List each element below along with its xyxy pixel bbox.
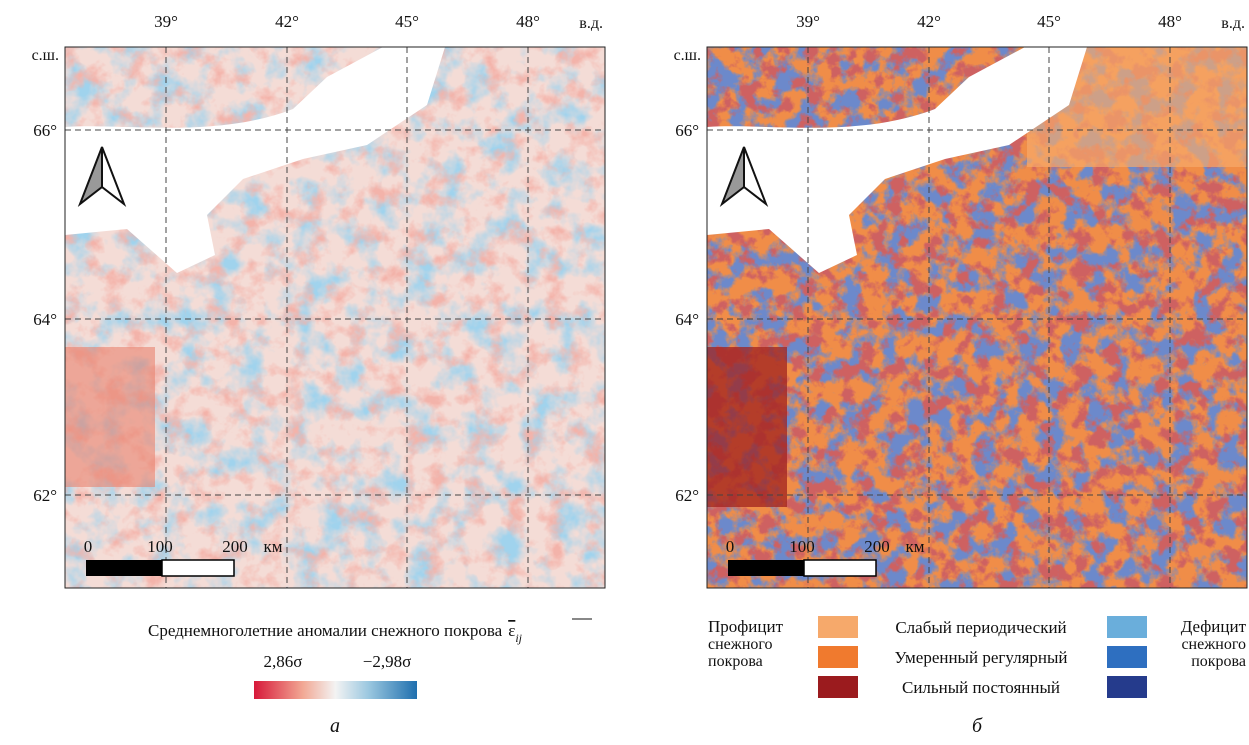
scale-label: 100: [789, 537, 815, 556]
map: [707, 47, 1247, 588]
lon-label: 42°: [275, 12, 299, 31]
scale-label: 100: [147, 537, 173, 556]
panel-label: б: [972, 715, 983, 737]
colorbar-label: −2,98σ: [363, 652, 412, 671]
lat-label: 64°: [675, 310, 699, 329]
legend-group-line: Дефицит: [1181, 617, 1247, 636]
map: [65, 47, 605, 588]
panel-label: а: [330, 715, 340, 737]
colorbar-title: Среднемноголетние аномалии снежного покр…: [148, 621, 523, 645]
scale-bar: [162, 560, 234, 576]
legend-swatch: [1107, 616, 1147, 638]
lat-label: 66°: [675, 121, 699, 140]
lon-label: 48°: [516, 12, 540, 31]
scale-label: 0: [84, 537, 93, 556]
lat-label: 66°: [33, 121, 57, 140]
legend-swatch: [818, 646, 858, 668]
legend-group-line: покрова: [708, 653, 763, 670]
legend-label: Умеренный регулярный: [894, 648, 1067, 667]
lon-label: 39°: [154, 12, 178, 31]
legend-group-line: Профицит: [708, 617, 784, 636]
legend-group-line: снежного: [1181, 636, 1246, 653]
scale-label: 0: [726, 537, 735, 556]
colorbar-symbol: ε: [508, 621, 515, 640]
lon-label: 42°: [917, 12, 941, 31]
legend-label: Слабый периодический: [895, 618, 1066, 637]
scale-bar: [86, 560, 162, 576]
figure: 39° 42° 45° 48° в.д. с.ш. 66° 64° 62° 0 100 200 км а 3…: [0, 0, 1249, 740]
lon-label: 45°: [1037, 12, 1061, 31]
legend-swatch: [818, 676, 858, 698]
lat-unit: с.ш.: [674, 47, 701, 64]
lat-label: 64°: [33, 310, 57, 329]
legend-group-line: покрова: [1191, 653, 1246, 670]
lat-unit: с.ш.: [32, 47, 59, 64]
legend-swatch: [1107, 646, 1147, 668]
lat-label: 62°: [33, 486, 57, 505]
lon-unit: в.д.: [579, 15, 603, 32]
scale-label: км: [263, 537, 282, 556]
lon-label: 39°: [796, 12, 820, 31]
scale-label: км: [905, 537, 924, 556]
lon-unit: в.д.: [1221, 15, 1245, 32]
scale-bar: [804, 560, 876, 576]
lon-label: 48°: [1158, 12, 1182, 31]
scale-label: 200: [222, 537, 248, 556]
scale-bar: [728, 560, 804, 576]
colorbar-title-text: Среднемноголетние аномалии снежного покр…: [148, 621, 503, 640]
map-patch: [65, 347, 155, 487]
legend-group-line: снежного: [708, 636, 773, 653]
scale-label: 200: [864, 537, 890, 556]
lat-label: 62°: [675, 486, 699, 505]
colorbar: [254, 681, 417, 699]
legend-swatch: [1107, 676, 1147, 698]
lon-label: 45°: [395, 12, 419, 31]
colorbar-subscript: ij: [515, 631, 522, 645]
legend-label: Сильный постоянный: [902, 678, 1060, 697]
legend-swatch: [818, 616, 858, 638]
colorbar-label: 2,86σ: [264, 652, 303, 671]
map-patch: [707, 347, 787, 507]
